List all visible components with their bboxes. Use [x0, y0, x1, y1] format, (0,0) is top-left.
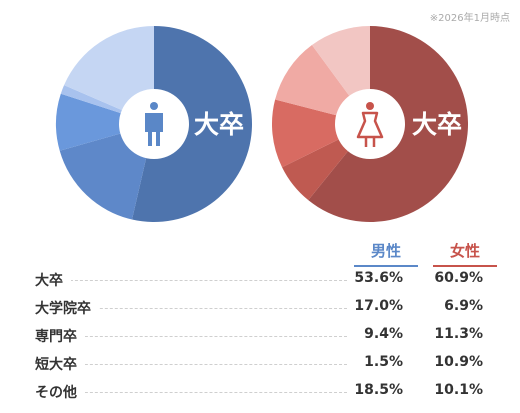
dotted-leader: [55, 308, 347, 309]
male-value: 17.0%: [354, 298, 403, 314]
male-person-icon: [145, 102, 163, 146]
male-value: 18.5%: [354, 382, 403, 398]
male-pie-center-label: 大卒: [194, 110, 244, 139]
pie-charts: 大卒 大卒: [55, 26, 468, 222]
male-pie-slice-1: [132, 26, 253, 222]
table-row: 大学院卒 17.0% 6.9%: [35, 294, 497, 322]
female-value: 60.9%: [434, 270, 483, 286]
female-value: 10.1%: [434, 382, 483, 398]
dotted-leader: [55, 280, 347, 281]
row-label: 短大卒: [35, 354, 85, 374]
dotted-leader: [55, 364, 347, 365]
row-label: 大学院卒: [35, 298, 99, 318]
as-of-date-note: ※2026年1月時点: [429, 13, 510, 24]
row-label: 大卒: [35, 270, 71, 290]
female-value: 11.3%: [434, 326, 483, 342]
row-label: 専門卒: [35, 326, 85, 346]
female-pie-center: [335, 89, 405, 159]
male-value: 9.4%: [364, 326, 403, 342]
table-row: 短大卒 1.5% 10.9%: [35, 350, 497, 378]
female-person-icon: [356, 102, 384, 147]
male-pie-slice-3: [55, 93, 154, 151]
table-row: その他 18.5% 10.1%: [35, 378, 497, 406]
table-row: 大卒 53.6% 60.9%: [35, 266, 497, 294]
female-value: 10.9%: [434, 354, 483, 370]
table-row: 専門卒 9.4% 11.3%: [35, 322, 497, 350]
female-value: 6.9%: [444, 298, 483, 314]
male-value: 53.6%: [354, 270, 403, 286]
female-pie-center-label: 大卒: [412, 110, 462, 139]
dotted-leader: [55, 392, 347, 393]
female-column-header: 女性: [433, 240, 497, 267]
education-table: 男性 女性 大卒 53.6% 60.9% 大学院卒 17.0% 6.9% 専門卒…: [35, 238, 497, 406]
table-header: 男性 女性: [35, 238, 497, 267]
row-label: その他: [35, 382, 85, 402]
dotted-leader: [55, 336, 347, 337]
male-column-header: 男性: [354, 240, 418, 267]
male-value: 1.5%: [364, 354, 403, 370]
female-pie-slice-3: [271, 99, 370, 168]
